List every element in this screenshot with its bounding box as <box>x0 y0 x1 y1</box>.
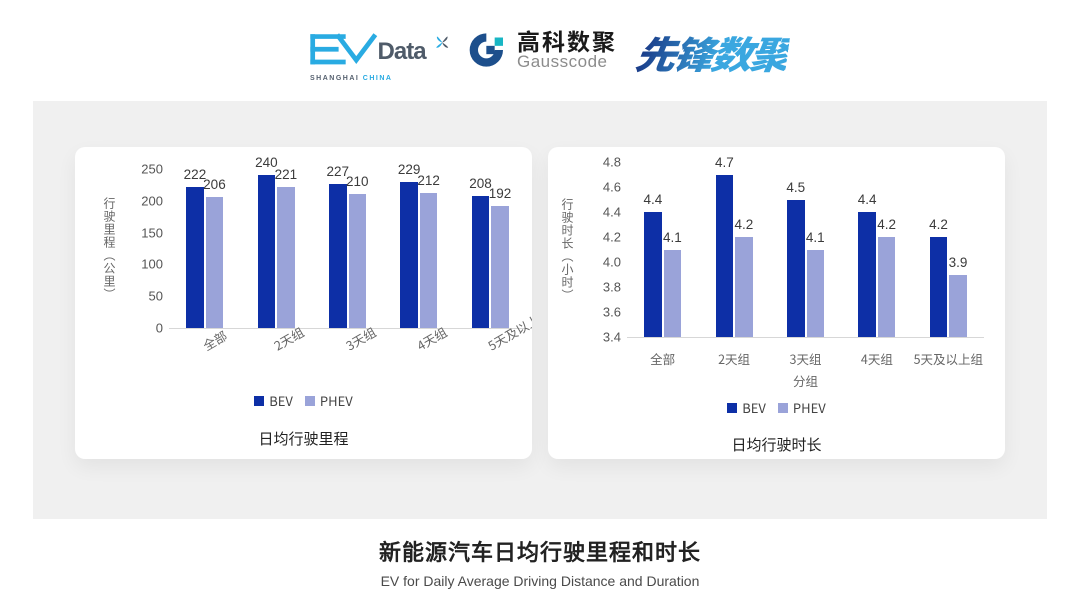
svg-text:Data: Data <box>377 38 427 65</box>
